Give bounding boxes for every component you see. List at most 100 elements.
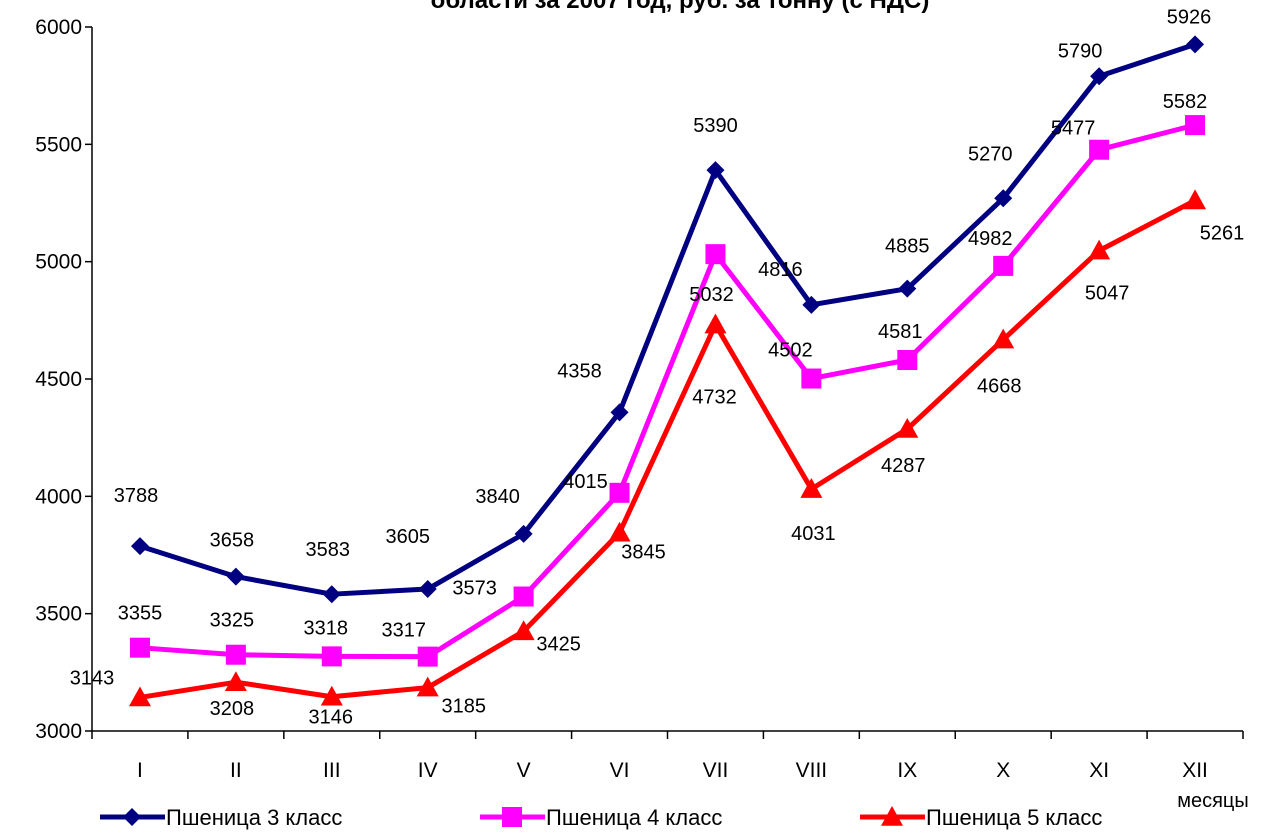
data-label: 3318: [304, 617, 349, 639]
legend-item: Пшеница 3 класс: [100, 805, 342, 830]
data-label: 3845: [621, 542, 666, 564]
data-point: [1089, 139, 1110, 160]
data-point: [514, 524, 533, 543]
legend: Пшеница 3 класс Пшеница 4 класс Пшеница 5 …: [100, 805, 1102, 830]
data-point: [1090, 67, 1109, 86]
data-point: [802, 295, 821, 314]
data-label: 5926: [1167, 6, 1212, 28]
data-label: 3658: [210, 530, 255, 552]
series-2: [129, 115, 1206, 667]
data-point: [320, 685, 343, 706]
x-tick-label: XI: [1089, 759, 1109, 782]
data-point: [609, 482, 630, 503]
x-axis-label: месяцы: [1177, 790, 1249, 812]
data-point: [897, 349, 918, 370]
data-label: 5390: [693, 115, 738, 137]
data-label: 3185: [441, 696, 486, 718]
x-tick-label: II: [230, 759, 242, 782]
series-layer: [128, 35, 1207, 707]
data-point: [418, 580, 437, 599]
x-tick-label: XII: [1182, 759, 1208, 782]
data-labels-layer: 3788 3658 3583 3605 3840 4358 5390 4816 4885 5270…: [70, 6, 1245, 728]
legend-marker: [881, 806, 903, 826]
x-tick-label: III: [323, 759, 341, 782]
x-tick-label: X: [996, 759, 1010, 782]
data-label: 5270: [968, 143, 1013, 165]
x-tick-label: IV: [418, 759, 438, 782]
data-label: 3583: [306, 539, 351, 561]
x-tick-label: VII: [703, 759, 729, 782]
y-tick-label: 5000: [35, 251, 82, 274]
legend-marker: [123, 808, 141, 826]
legend-label: Пшеница 5 класс: [926, 805, 1102, 830]
x-tick-label: V: [517, 759, 531, 782]
y-tick-label: 3500: [35, 603, 82, 626]
data-label: 4982: [968, 228, 1013, 250]
data-point: [705, 244, 726, 265]
data-label: 3146: [309, 707, 354, 729]
data-point: [224, 671, 247, 691]
legend-marker: [502, 807, 522, 827]
data-point: [1186, 35, 1205, 54]
data-point: [993, 255, 1014, 276]
data-label: 5582: [1163, 91, 1208, 113]
data-label: 3325: [210, 610, 255, 632]
data-point: [321, 646, 342, 667]
data-label: 3355: [118, 603, 163, 625]
chart-title: области за 2007 год, руб. за тонну (с НД…: [431, 0, 930, 14]
data-point: [801, 368, 822, 389]
data-point: [513, 586, 534, 607]
y-tick-label: 3000: [35, 720, 82, 743]
data-point: [896, 417, 919, 438]
data-point: [130, 537, 149, 556]
series-1: [130, 35, 1205, 604]
data-label: 4732: [692, 387, 737, 409]
data-label: 4885: [885, 236, 930, 258]
data-label: 4502: [768, 340, 813, 362]
y-tick-label: 5500: [35, 133, 82, 156]
data-point: [417, 646, 438, 667]
data-point: [1185, 115, 1206, 136]
data-label: 3425: [536, 633, 581, 655]
data-label: 3143: [70, 667, 115, 689]
data-point: [994, 189, 1013, 208]
data-label: 4031: [791, 523, 836, 545]
data-point: [226, 567, 245, 586]
data-label: 3573: [452, 578, 497, 600]
data-label: 4015: [563, 471, 608, 493]
data-point: [322, 585, 341, 604]
data-point: [416, 676, 439, 697]
y-tick-label: 4000: [35, 485, 82, 508]
data-label: 5032: [689, 284, 734, 306]
data-label: 5261: [1200, 222, 1245, 244]
data-point: [1088, 239, 1111, 260]
data-point: [1184, 189, 1207, 210]
data-point: [800, 478, 823, 498]
data-label: 3788: [114, 485, 159, 507]
data-point: [128, 686, 151, 707]
x-tick-label: VIII: [796, 759, 828, 782]
y-tick-label: 4500: [35, 368, 82, 391]
data-label: 3317: [381, 620, 426, 642]
legend-label: Пшеница 4 класс: [546, 805, 722, 830]
data-label: 5790: [1058, 40, 1103, 62]
series-line: [139, 41, 1196, 597]
x-tick-label: VI: [610, 759, 630, 782]
data-label: 5047: [1085, 283, 1130, 305]
legend-item: Пшеница 4 класс: [480, 805, 722, 830]
data-label: 4287: [881, 455, 926, 477]
data-point: [610, 403, 629, 422]
data-label: 4668: [977, 376, 1022, 398]
data-label: 3208: [210, 698, 255, 720]
data-point: [225, 644, 246, 665]
data-point: [129, 637, 150, 658]
data-label: 3605: [385, 526, 430, 548]
series-3: [128, 189, 1207, 707]
data-point: [706, 161, 725, 180]
data-point: [608, 521, 631, 542]
legend-item: Пшеница 5 класс: [860, 805, 1102, 830]
data-point: [704, 313, 727, 334]
